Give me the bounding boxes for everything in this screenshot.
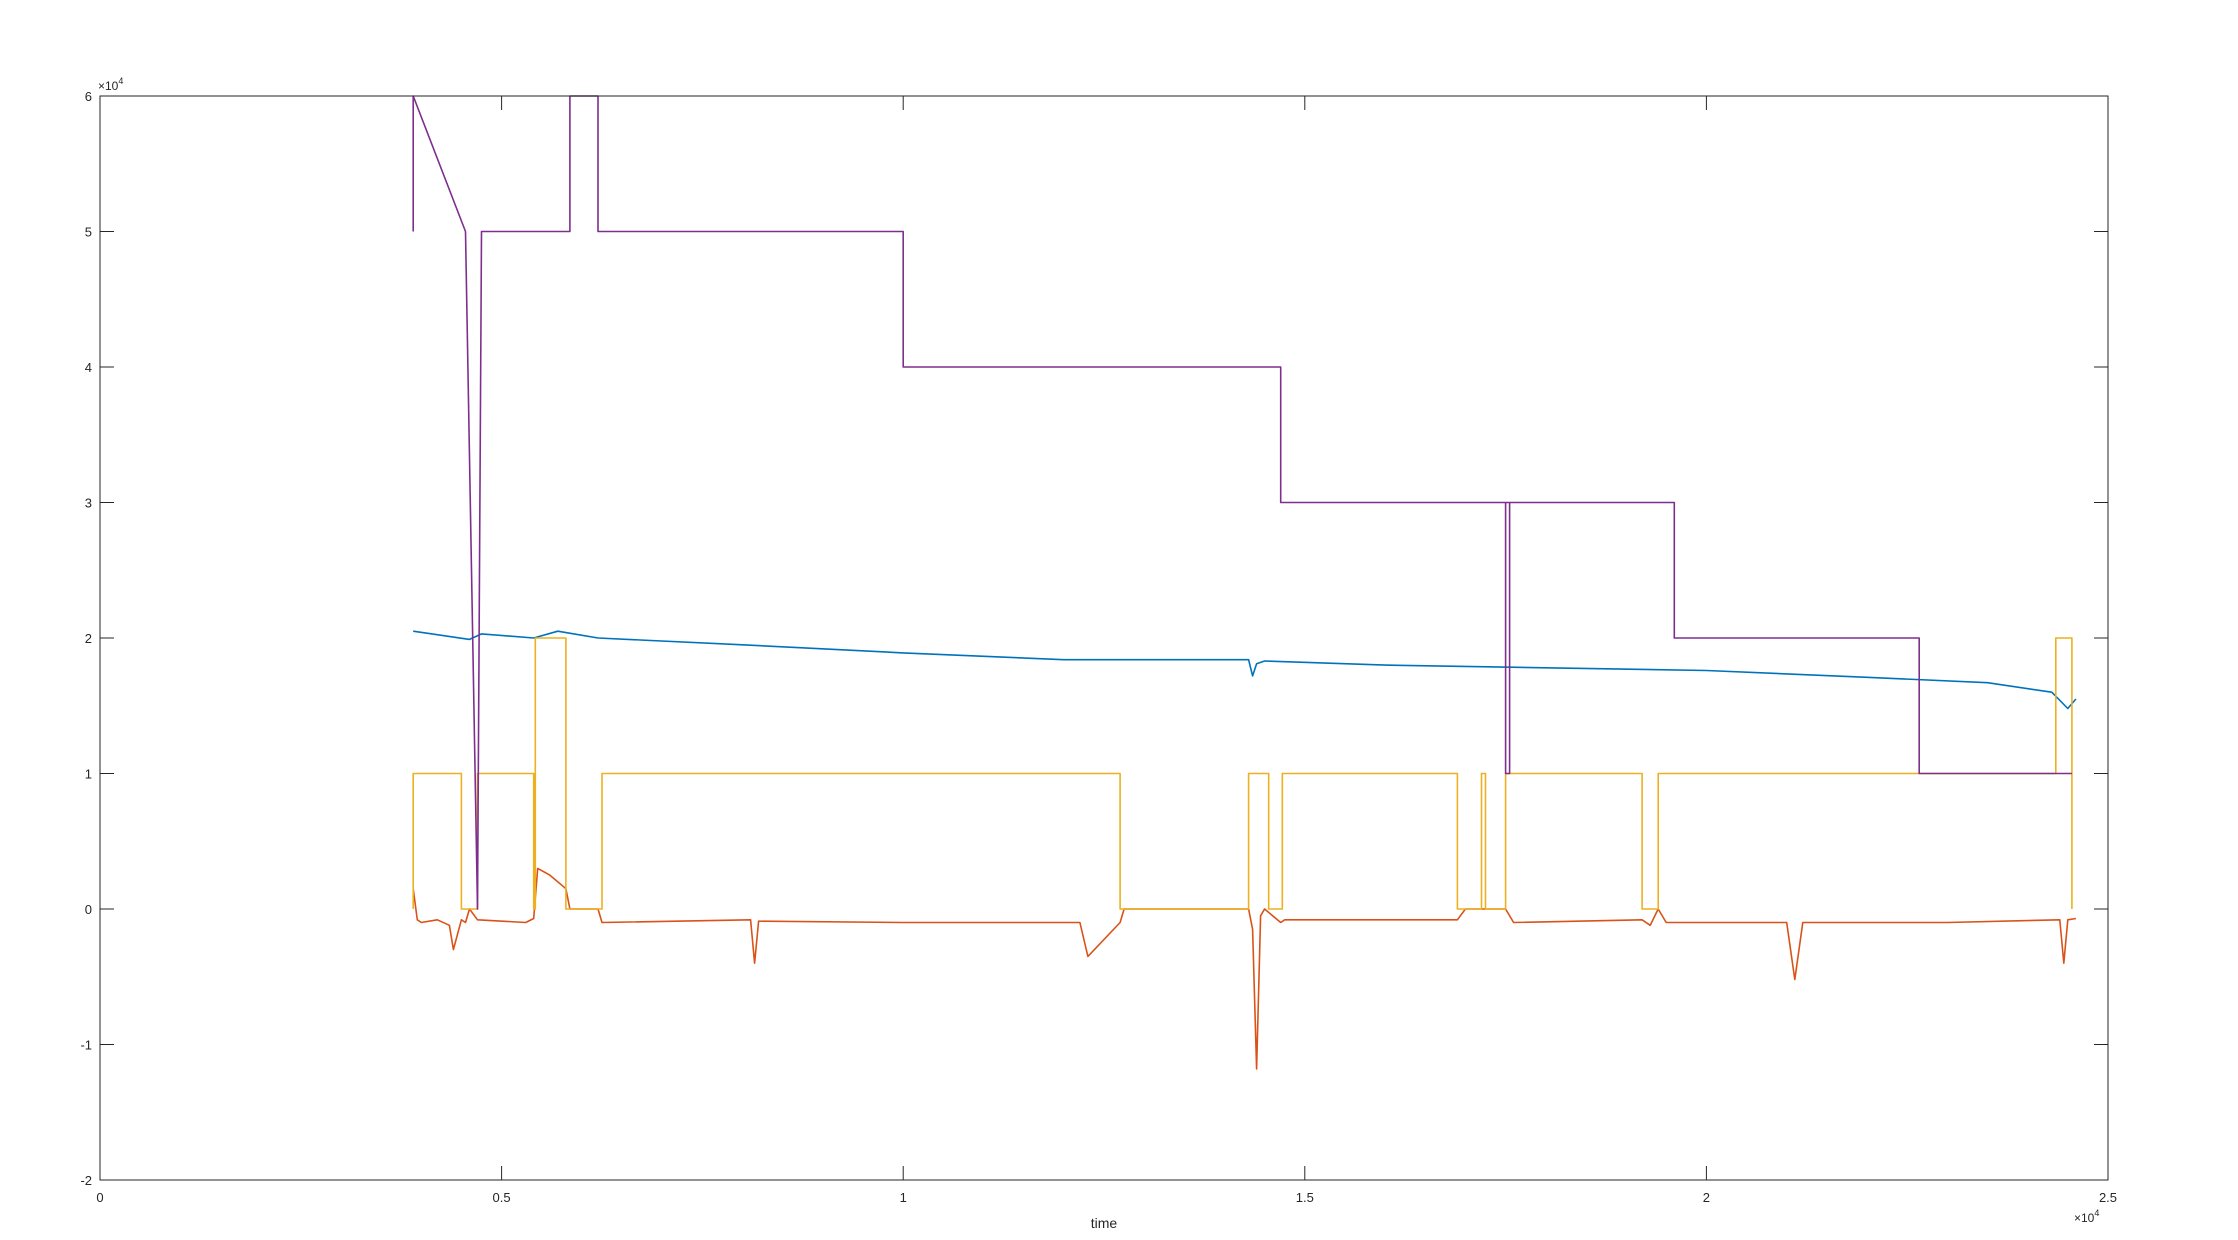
x-tick-label: 1.5 (1296, 1190, 1314, 1205)
x-axis-label: time (1091, 1215, 1118, 1231)
series-2-line (412, 867, 2077, 1070)
x-tick-label: 0 (96, 1190, 103, 1205)
series-layer (412, 95, 2077, 1070)
y-tick-label: 4 (85, 360, 92, 375)
series-1-line (413, 630, 2077, 710)
x-exponent-base: ×10 (2074, 1211, 2095, 1225)
x-tick-label: 2 (1703, 1190, 1710, 1205)
y-tick-label: -1 (80, 1038, 92, 1053)
y-tick-label: 3 (85, 496, 92, 511)
y-tick-label: -2 (80, 1173, 92, 1188)
x-tick-label: 0.5 (493, 1190, 511, 1205)
series-4-line (412, 95, 2072, 910)
x-tick-label: 1 (900, 1190, 907, 1205)
y-exponent-power: 4 (118, 76, 123, 86)
x-exponent-power: 4 (2094, 1208, 2099, 1218)
y-axis-exponent: ×104 (98, 76, 123, 93)
y-tick-label: 5 (85, 225, 92, 240)
x-tick-label: 2.5 (2099, 1190, 2117, 1205)
series-3-line (412, 637, 2073, 910)
y-tick-label: 0 (85, 902, 92, 917)
tick-layer: 0 0.5 1 1.5 2 2.5 -2 -1 0 1 2 3 4 5 6 (80, 89, 2117, 1205)
x-axis-exponent: ×104 (2074, 1208, 2099, 1225)
y-exponent-base: ×10 (98, 79, 119, 93)
y-tick-label: 2 (85, 631, 92, 646)
y-tick-label: 1 (85, 767, 92, 782)
y-tick-label: 6 (85, 89, 92, 104)
